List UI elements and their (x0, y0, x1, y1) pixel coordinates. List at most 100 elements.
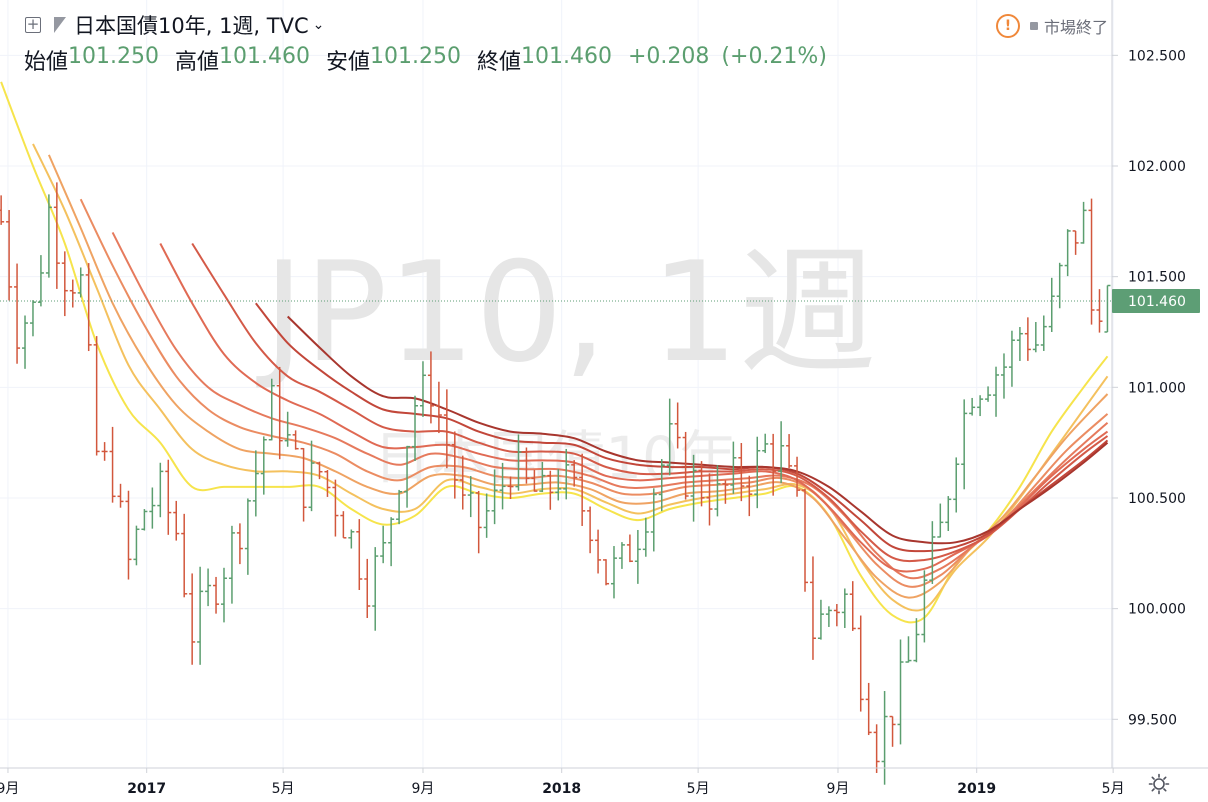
candle (396, 490, 402, 524)
candle (1009, 331, 1015, 387)
candle (595, 530, 601, 574)
candle (30, 300, 36, 336)
candle (937, 504, 943, 538)
candle (6, 210, 12, 300)
close-label: 終値 (477, 44, 521, 76)
change-value: +0.208 (628, 44, 709, 76)
y-tick-label: 101.500 (1128, 270, 1186, 286)
candle (0, 195, 4, 224)
candle (874, 724, 880, 773)
candle (245, 498, 251, 574)
time-scale[interactable]: 9月 2017 5月 9月 2018 5月 9月 2019 5月 (0, 768, 1125, 797)
y-tick-label: 100.000 (1128, 602, 1186, 618)
candle (94, 336, 100, 455)
candle (476, 491, 482, 553)
candle (149, 487, 155, 528)
candle (1017, 327, 1023, 361)
candle (866, 683, 872, 735)
candle (953, 457, 959, 512)
candle (985, 386, 991, 401)
x-tick-label: 5月 (687, 781, 710, 797)
open-label: 始値 (24, 44, 68, 76)
candle (818, 600, 824, 640)
candle (14, 264, 20, 364)
legend-header: 日本国債10年, 1週, TVC ⌄ 始値 101.250 高値 101.460… (0, 0, 1110, 80)
candle (913, 618, 919, 662)
candle (1033, 322, 1039, 352)
candle (1073, 231, 1079, 255)
change-percent: (+0.21%) (721, 44, 827, 76)
ohlc-values: 始値 101.250 高値 101.460 安値 101.250 終値 101.… (24, 44, 839, 76)
x-tick-label: 2019 (957, 781, 996, 797)
candle (253, 450, 259, 516)
x-tick-label: 2017 (127, 781, 166, 797)
candle (221, 568, 227, 623)
y-tick-label: 100.500 (1128, 491, 1186, 507)
candle (133, 526, 139, 566)
candle (205, 569, 211, 607)
high-label: 高値 (175, 44, 219, 76)
candle (380, 526, 386, 563)
x-tick-label: 9月 (0, 781, 19, 797)
low-value: 101.250 (370, 44, 461, 76)
open-value: 101.250 (68, 44, 159, 76)
candle (858, 616, 864, 712)
candle (850, 581, 856, 631)
candle (46, 194, 52, 277)
market-status-label: 市場終了 (1044, 14, 1108, 38)
candle (1065, 229, 1071, 276)
candle (261, 436, 267, 494)
high-value: 101.460 (219, 44, 310, 76)
candle (603, 559, 609, 585)
candle (905, 636, 911, 662)
candle (1096, 289, 1102, 332)
candle (643, 518, 649, 557)
candle (173, 501, 179, 541)
candle (118, 484, 124, 508)
x-tick-label: 5月 (272, 781, 295, 797)
candle (1041, 315, 1047, 350)
candle (890, 716, 896, 746)
price-scale[interactable]: 99.500 100.000 100.500 101.000 101.500 102.00… (1112, 48, 1186, 728)
candle (898, 639, 904, 744)
x-tick-label: 9月 (827, 781, 850, 797)
candle (78, 267, 84, 297)
x-tick-label: 5月 (1102, 781, 1125, 797)
candle (619, 542, 625, 569)
last-price-label: 101.460 (1112, 289, 1200, 313)
candle (484, 493, 490, 537)
candle (332, 480, 338, 537)
candle (977, 395, 983, 416)
candle (1001, 353, 1007, 398)
y-tick-label: 99.500 (1128, 712, 1177, 728)
candle (993, 367, 999, 417)
market-closed-dot-icon (1030, 22, 1038, 30)
flag-icon[interactable] (54, 17, 66, 33)
candle (102, 442, 108, 461)
candle (125, 491, 131, 580)
expand-icon[interactable] (24, 16, 42, 34)
candle (22, 315, 28, 368)
candle (62, 251, 68, 316)
x-tick-label: 9月 (412, 781, 435, 797)
alert-icon[interactable]: ! (996, 14, 1020, 38)
candle (754, 437, 760, 508)
y-tick-label: 102.500 (1128, 48, 1186, 64)
candle (110, 427, 116, 503)
symbol-title[interactable]: 日本国債10年, 1週, TVC (74, 10, 309, 40)
candle (309, 441, 315, 511)
low-label: 安値 (326, 44, 370, 76)
y-tick-label: 101.000 (1128, 380, 1186, 396)
candle (189, 573, 195, 664)
candle (38, 255, 44, 306)
candle (762, 434, 768, 453)
settings-gear-icon[interactable] (1148, 773, 1170, 795)
candle (181, 514, 187, 597)
close-value: 101.460 (521, 44, 612, 76)
candle (834, 604, 840, 626)
candle (356, 519, 362, 590)
market-status[interactable]: ! 市場終了 (996, 14, 1108, 38)
chevron-down-icon[interactable]: ⌄ (313, 17, 325, 33)
candle (237, 523, 243, 564)
